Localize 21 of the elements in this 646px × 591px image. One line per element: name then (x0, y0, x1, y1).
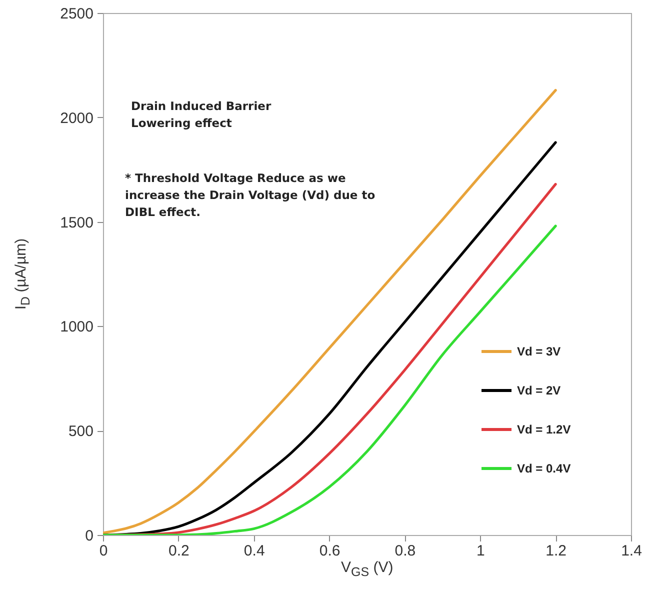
x-tick-label: 0.6 (319, 542, 340, 560)
x-tick-label: 0.8 (394, 542, 416, 560)
x-tick-label: 0.4 (244, 542, 265, 560)
legend-label: Vd = 0.4V (517, 462, 571, 476)
annotation: * Threshold Voltage Reduce as we increase the Drain Voltage (Vd) due to DIBL effect. (125, 170, 376, 221)
x-tick-label: 1 (476, 542, 485, 560)
annotation: Drain Induced Barrier Lowering effect (131, 98, 272, 132)
y-tick-label: 500 (68, 423, 94, 440)
y-tick-label: 2000 (60, 110, 94, 127)
x-tick-label: 1.2 (546, 542, 566, 560)
y-tick-label: 1500 (60, 214, 94, 232)
x-tick-label: 1.4 (621, 542, 642, 560)
legend-label: Vd = 2V (517, 384, 561, 398)
x-tick-label: 0 (99, 542, 108, 560)
legend-label: Vd = 3V (517, 344, 561, 358)
y-tick-label: 2500 (60, 6, 94, 22)
legend-label: Vd = 1.2V (517, 422, 571, 436)
x-axis-title: V$_{GS}$ (V) (341, 559, 394, 579)
x-tick-label: 0.2 (168, 542, 190, 560)
y-tick-label: 0 (85, 528, 94, 544)
y-tick-label: 1000 (60, 318, 94, 336)
